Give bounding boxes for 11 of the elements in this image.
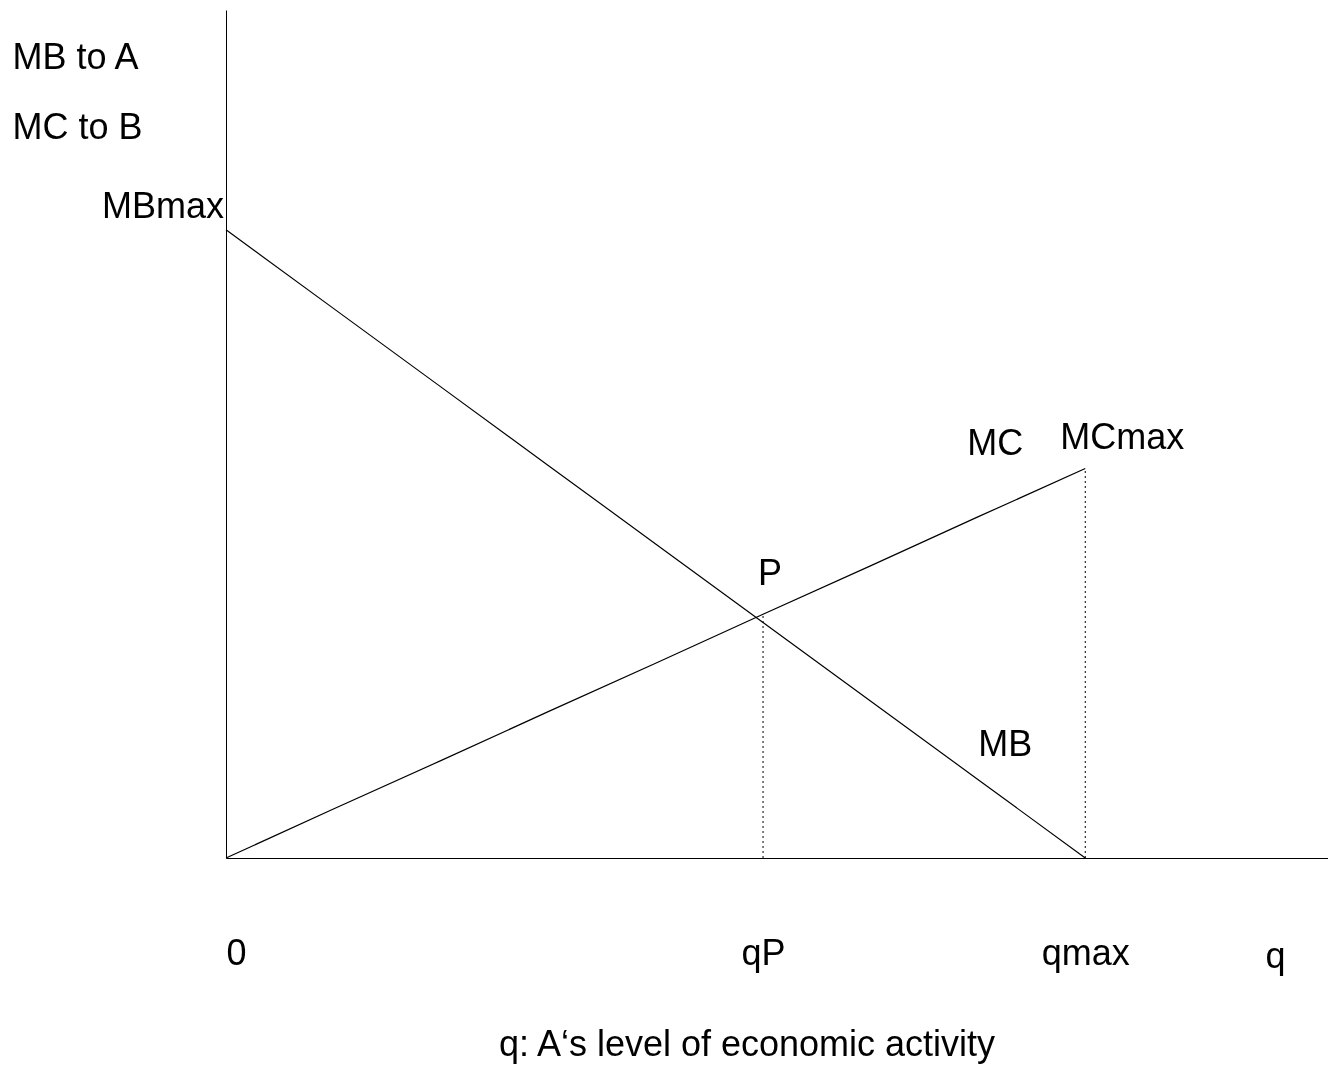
text: q: A‘s level of economic activity [498,1023,996,1064]
series-label: MC [967,421,1024,463]
x-axis-title: q [1265,934,1286,976]
annotation: MBmax [101,184,224,226]
x-tick-label: qP [741,931,786,973]
y-axis-title: MB to A MC to B [12,35,143,147]
x-tick-label: 0 [226,931,247,973]
annotation: MCmax [1060,415,1185,457]
x-tick-label: qmax [1041,931,1130,973]
annotation: P [758,552,783,594]
series-label: MB [978,723,1033,764]
